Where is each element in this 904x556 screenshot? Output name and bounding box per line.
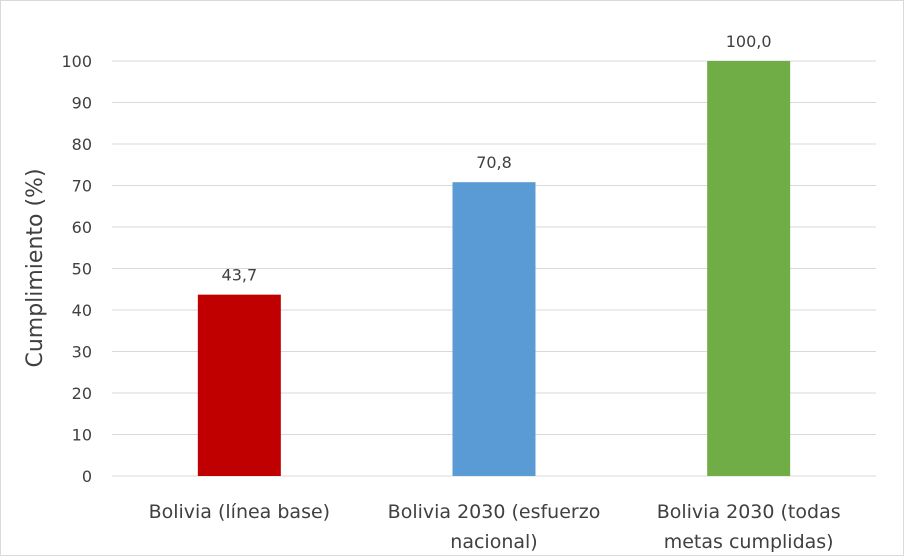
y-tick-label: 0 [82, 467, 92, 486]
bar [453, 182, 536, 476]
y-tick-label: 70 [72, 177, 92, 196]
category-label: Bolivia (línea base) [149, 501, 331, 523]
data-label: 43,7 [222, 266, 258, 285]
y-tick-label: 100 [61, 52, 92, 71]
y-tick-label: 50 [72, 260, 92, 279]
y-tick-label: 90 [72, 94, 92, 113]
y-axis-label: Cumplimiento (%) [23, 168, 48, 367]
data-label: 100,0 [726, 32, 772, 51]
y-tick-label: 80 [72, 135, 92, 154]
y-tick-label: 10 [72, 426, 92, 445]
y-tick-label: 30 [72, 343, 92, 362]
bar [198, 295, 281, 476]
bar [707, 61, 790, 476]
data-label: 70,8 [476, 153, 512, 172]
y-tick-label: 20 [72, 384, 92, 403]
y-tick-label: 40 [72, 301, 92, 320]
y-tick-label: 60 [72, 218, 92, 237]
